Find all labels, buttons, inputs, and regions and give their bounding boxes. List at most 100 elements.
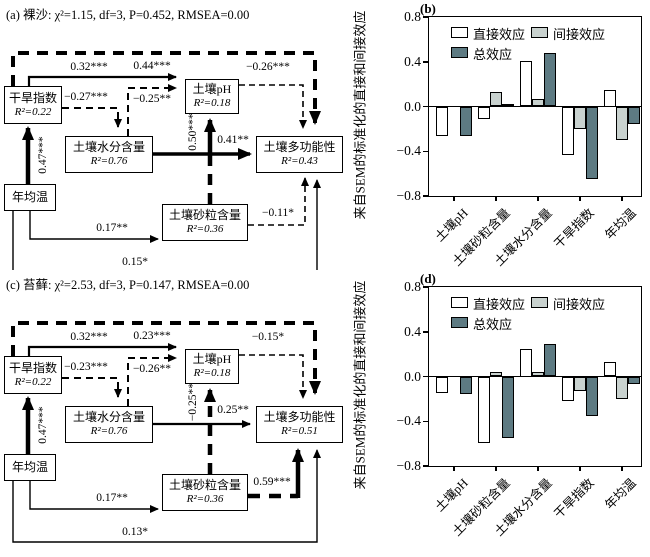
y-tick-mark [423, 465, 428, 467]
y-tick-mark [423, 331, 428, 333]
path-coef: 0.13* [122, 526, 148, 538]
y-tick-label: 0.0 [404, 368, 421, 384]
bar-总效应 [586, 106, 598, 180]
box-soil-ph: 土壤pH R²=0.18 [185, 349, 239, 384]
box-aridity-index: 干旱指数 R²=0.22 [4, 86, 62, 124]
x-tick-mark [537, 196, 539, 201]
x-category-label: 年均温 [602, 475, 639, 513]
box-soil-ph: 土壤pH R²=0.18 [185, 79, 239, 114]
bar-间接效应 [616, 376, 628, 399]
box-r2: R²=0.18 [193, 367, 231, 380]
bar-直接效应 [520, 60, 532, 107]
y-tick-mark [423, 420, 428, 422]
sem-a-body: 干旱指数 R²=0.22 土壤pH R²=0.18 土壤水分含量 R²=0.76… [0, 22, 345, 270]
box-label: 土壤多功能性 [263, 140, 336, 155]
zero-axis-line [429, 106, 641, 107]
y-axis-label: 来自SEM的标准化的直接和间接效应 [352, 280, 368, 490]
legend-label: 直接效应 [473, 27, 526, 42]
bar-总效应 [460, 106, 472, 136]
box-r2: R²=0.22 [14, 105, 52, 118]
bar-间接效应 [490, 91, 502, 107]
bar-panel-d: (d) 来自SEM的标准化的直接和间接效应 0.8 0.4 0.0 −0.4 −0.8 直… [345, 270, 650, 557]
x-category-label: 年均温 [602, 205, 639, 243]
path-coef: 0.32*** [70, 61, 108, 73]
path-coef: −0.25** [187, 382, 199, 422]
y-tick-mark [423, 150, 428, 152]
y-tick-label: −0.4 [396, 413, 422, 429]
box-label: 土壤砂粒含量 [168, 478, 241, 493]
box-label: 土壤水分含量 [72, 140, 145, 155]
legend-label: 直接效应 [473, 297, 526, 312]
zero-axis-line [429, 376, 641, 377]
path-coef: 0.23*** [133, 330, 171, 342]
path-coef: 0.41** [217, 134, 249, 146]
path-coef: 0.32*** [70, 331, 108, 343]
panel-d-tag: (d) [420, 271, 436, 286]
bar-间接效应 [490, 372, 502, 377]
y-tick-label: −0.8 [396, 188, 422, 203]
box-label: 干旱指数 [8, 90, 57, 105]
bar-总效应 [586, 376, 598, 416]
bar-直接效应 [562, 106, 574, 155]
legend-label: 总效应 [473, 47, 513, 62]
box-label: 干旱指数 [8, 360, 57, 375]
x-tick-mark [621, 466, 623, 471]
box-label: 年均温 [11, 459, 48, 474]
box-r2: R²=0.43 [281, 155, 318, 168]
box-soil-water: 土壤水分含量 R²=0.76 [65, 136, 153, 173]
path-coef: −0.25** [132, 93, 172, 105]
y-axis-label: 来自SEM的标准化的直接和间接效应 [352, 10, 368, 220]
path-coef: −0.26** [132, 363, 172, 375]
path-coef: 0.17** [96, 492, 128, 504]
x-category-label: 干旱指数 [551, 205, 597, 252]
y-tick-mark [423, 105, 428, 108]
bar-总效应 [544, 52, 556, 107]
x-tick-mark [579, 196, 581, 201]
box-r2: R²=0.36 [186, 493, 224, 506]
box-label: 土壤pH [192, 82, 232, 97]
bar-直接效应 [604, 361, 616, 377]
box-multifunctionality: 土壤多功能性 R²=0.51 [256, 406, 343, 443]
sem-panel-c: (c) 苔藓: χ²=2.53, df=3, P=0.147, RMSEA=0.… [0, 270, 345, 557]
y-tick-mark [423, 286, 428, 288]
box-r2: R²=0.36 [186, 223, 224, 236]
bar-总效应 [502, 376, 514, 439]
bar-总效应 [502, 104, 514, 107]
sem-a-arrows [11, 51, 321, 270]
bar-间接效应 [574, 106, 586, 129]
path-coef: −0.26*** [246, 61, 290, 73]
plot-area-b: 0.8 0.4 0.0 −0.4 −0.8 直接效应 间接效应 总效应 [397, 9, 642, 203]
x-category-label: 干旱指数 [551, 475, 597, 522]
legend-swatch [531, 27, 548, 38]
legend-swatch [531, 297, 548, 308]
box-r2: R²=0.51 [281, 425, 318, 438]
y-tick-label: 0.8 [404, 279, 421, 294]
path-coef: −0.23*** [64, 361, 108, 373]
path-coef: 0.17** [96, 222, 128, 234]
box-r2: R²=0.22 [14, 375, 52, 388]
box-label: 土壤多功能性 [263, 410, 336, 425]
sem-panel-a: (a) 裸沙: χ²=1.15, df=3, P=0.452, RMSEA=0.… [0, 0, 345, 270]
box-aridity-index: 干旱指数 R²=0.22 [4, 356, 62, 394]
box-r2: R²=0.18 [193, 97, 231, 110]
x-tick-mark [537, 466, 539, 471]
y-tick-label: −0.8 [396, 458, 422, 473]
box-label: 年均温 [11, 189, 48, 204]
box-r2: R²=0.76 [90, 155, 128, 168]
path-coef: −0.27*** [64, 91, 108, 103]
legend-swatch [451, 317, 468, 328]
sem-c-arrows [11, 321, 321, 543]
path-coef: −0.11* [262, 207, 294, 219]
path-coef: 0.44*** [133, 60, 171, 72]
box-r2: R²=0.76 [90, 425, 128, 438]
x-tick-mark [453, 466, 455, 471]
bar-间接效应 [616, 106, 628, 141]
plot-area-d: 0.8 0.4 0.0 −0.4 −0.8 直接效应 间接效应 总效应 [397, 279, 642, 473]
path-coef: 0.47*** [37, 406, 49, 444]
y-tick-mark [423, 375, 428, 378]
legend-label: 总效应 [473, 317, 513, 332]
bar-直接效应 [520, 348, 532, 377]
legend-swatch [451, 27, 468, 38]
x-tick-mark [453, 196, 455, 201]
